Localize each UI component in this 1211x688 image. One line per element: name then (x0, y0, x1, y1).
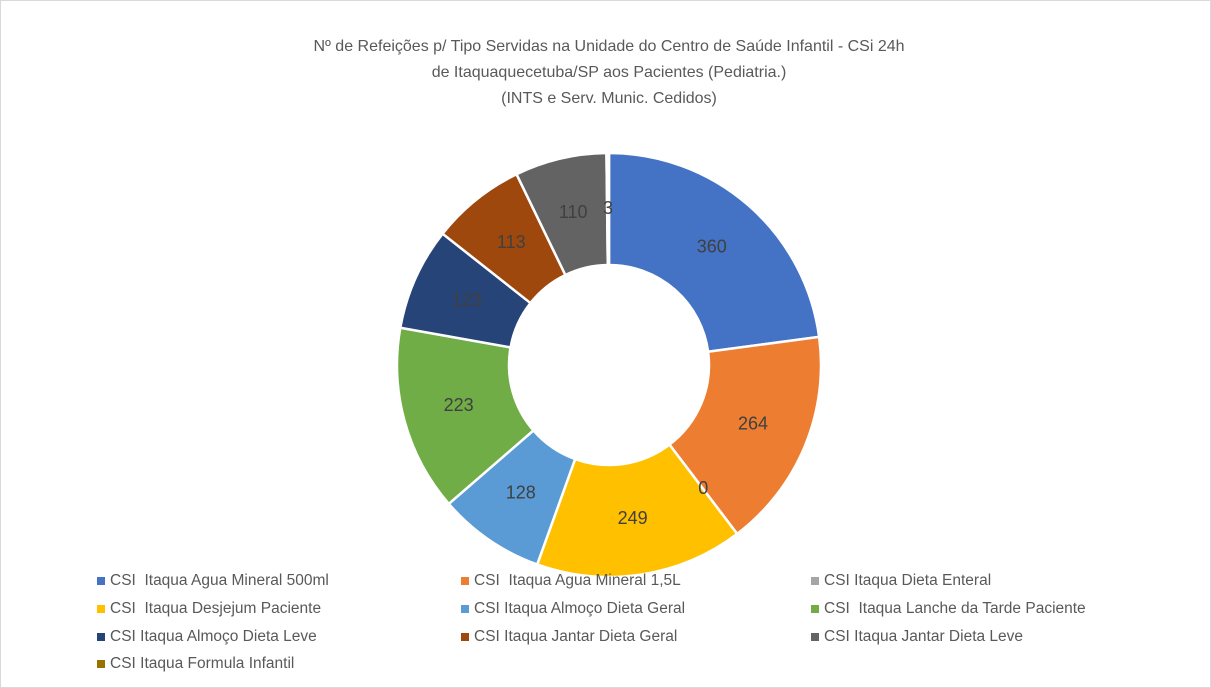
legend-label: CSI Itaqua Jantar Dieta Geral (474, 628, 677, 645)
legend-swatch (461, 633, 469, 641)
data-label: 110 (559, 202, 588, 222)
chart-title: de Itaquaquecetuba/SP aos Pacientes (Ped… (432, 64, 787, 81)
donut-slice (395, 326, 536, 506)
donut-slice (607, 151, 821, 354)
data-label: 128 (506, 482, 536, 502)
chart-title: (INTS e Serv. Munic. Cedidos) (501, 90, 717, 107)
chart-title: Nº de Refeições p/ Tipo Servidas na Unid… (313, 38, 904, 55)
legend-label: CSI Itaqua Formula Infantil (110, 655, 294, 672)
legend-label: CSI Itaqua Jantar Dieta Leve (824, 628, 1023, 645)
legend-label: CSI Itaqua Lanche da Tarde Paciente (824, 600, 1086, 617)
donut-slice (535, 442, 739, 579)
legend-label: CSI Itaqua Agua Mineral 500ml (110, 572, 329, 589)
legend-label: CSI Itaqua Desjejum Paciente (110, 600, 321, 617)
data-label: 223 (444, 395, 474, 415)
data-label: 360 (697, 236, 727, 256)
legend-swatch (97, 660, 105, 668)
legend-swatch (97, 633, 105, 641)
data-label: 249 (618, 508, 648, 528)
data-label: 113 (497, 232, 526, 252)
legend-swatch (811, 605, 819, 613)
legend-swatch (97, 577, 105, 585)
legend-swatch (461, 577, 469, 585)
legend-label: CSI Itaqua Almoço Dieta Geral (474, 600, 685, 617)
data-label: 3 (603, 198, 613, 218)
legend-swatch (811, 633, 819, 641)
donut-slice (605, 151, 611, 267)
donut-slice (667, 335, 823, 536)
legend-label: CSI Itaqua Dieta Enteral (824, 572, 991, 589)
legend-label: CSI Itaqua Agua Mineral 1,5L (474, 572, 681, 589)
data-label: 0 (698, 478, 708, 498)
data-label: 123 (452, 290, 482, 310)
legend-label: CSI Itaqua Almoço Dieta Leve (110, 628, 317, 645)
legend-swatch (811, 577, 819, 585)
legend-swatch (461, 605, 469, 613)
data-label: 264 (738, 414, 768, 434)
legend-swatch (97, 605, 105, 613)
